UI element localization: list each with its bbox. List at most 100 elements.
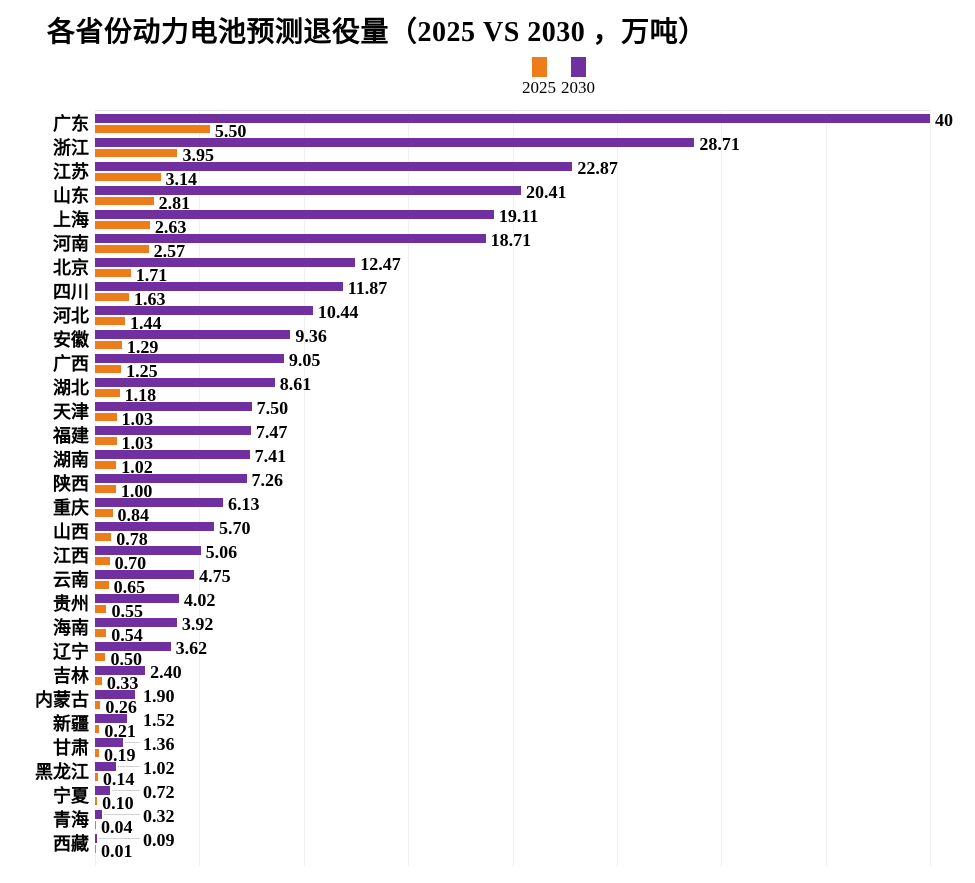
value-label-2030: 10.44 xyxy=(317,302,359,322)
chart-row: 广西 9.05 1.25 xyxy=(0,350,975,380)
bar-2030 xyxy=(95,162,573,171)
value-label-2025: 0.50 xyxy=(110,649,142,669)
chart-row: 福建 7.47 1.03 xyxy=(0,423,975,452)
value-label-2025: 1.71 xyxy=(135,265,168,285)
value-label-2030: 4.75 xyxy=(199,566,231,586)
value-label-2025: 1.00 xyxy=(120,481,153,501)
bar-2025 xyxy=(95,341,122,349)
label-leader-line xyxy=(125,742,140,743)
value-label-2030: 40 xyxy=(935,110,953,130)
gridline xyxy=(721,110,723,866)
value-label-2025: 1.02 xyxy=(121,457,153,477)
province-label: 四川 xyxy=(53,282,89,302)
bar-2030 xyxy=(95,402,252,411)
value-label-2025: 1.29 xyxy=(126,337,159,357)
bar-2025 xyxy=(95,629,107,637)
bar-2030 xyxy=(95,666,146,675)
province-label: 湖南 xyxy=(53,450,89,470)
province-label: 河南 xyxy=(53,234,89,254)
value-label-2030: 8.61 xyxy=(279,374,312,394)
bar-2030 xyxy=(95,234,486,243)
value-label-2030: 28.71 xyxy=(699,134,740,154)
value-label-2025: 3.14 xyxy=(165,169,198,189)
legend-label-2025: 2025 xyxy=(522,78,556,97)
value-label-2025: 1.44 xyxy=(130,313,162,333)
bar-2025 xyxy=(95,221,150,229)
province-label: 新疆 xyxy=(53,714,89,734)
bar-2030 xyxy=(95,282,343,291)
bar-2030 xyxy=(95,570,195,579)
province-label: 福建 xyxy=(53,426,89,446)
value-label-2030: 0.72 xyxy=(143,782,175,802)
legend-item-2030: 2030 xyxy=(561,57,595,97)
value-label-2030: 7.41 xyxy=(254,446,287,466)
chart-row: 广东 40 5.50 xyxy=(0,110,975,140)
bar-2025 xyxy=(95,413,117,421)
value-label-2030: 0.09 xyxy=(143,830,175,850)
chart-row: 辽宁 3.62 0.50 xyxy=(0,638,975,668)
bar-2030 xyxy=(95,762,117,771)
label-leader-line xyxy=(103,814,140,815)
value-label-2025: 1.03 xyxy=(121,409,154,429)
value-label-2030: 9.05 xyxy=(288,350,321,370)
bar-2030 xyxy=(95,738,124,747)
province-label: 安徽 xyxy=(53,330,89,350)
bar-2025 xyxy=(95,581,109,589)
value-label-2030: 5.06 xyxy=(205,542,238,562)
province-label: 吉林 xyxy=(53,666,89,686)
value-label-2025: 1.03 xyxy=(121,433,154,453)
legend-label-2030: 2030 xyxy=(561,78,595,97)
legend: 2025 2030 xyxy=(522,57,595,97)
value-label-2025: 0.04 xyxy=(101,817,133,837)
value-label-2025: 0.84 xyxy=(117,505,150,525)
value-label-2030: 3.62 xyxy=(175,638,208,658)
chart-row: 浙江 28.71 3.95 xyxy=(0,134,975,164)
province-label: 西藏 xyxy=(53,834,89,854)
chart-row: 山东 20.41 2.81 xyxy=(0,182,975,212)
bar-2030 xyxy=(95,690,135,699)
bar-2025 xyxy=(95,149,178,157)
bar-2030 xyxy=(95,114,930,123)
bar-2030 xyxy=(95,138,695,147)
bar-2025 xyxy=(95,725,100,733)
province-label: 河北 xyxy=(53,306,89,326)
province-label: 北京 xyxy=(53,258,89,278)
value-label-2025: 0.21 xyxy=(104,721,136,741)
value-label-2025: 0.78 xyxy=(116,529,148,549)
gridline xyxy=(303,110,305,866)
value-label-2030: 19.11 xyxy=(498,206,539,226)
province-label: 山西 xyxy=(53,522,89,542)
province-label: 上海 xyxy=(53,210,89,230)
bar-2030 xyxy=(95,450,250,459)
bar-2030 xyxy=(95,306,313,315)
chart-row: 陕西 7.26 1.00 xyxy=(0,471,975,500)
province-label: 江西 xyxy=(53,546,89,566)
bar-2025 xyxy=(95,677,102,685)
chart-row: 上海 19.11 2.63 xyxy=(0,206,975,236)
value-label-2030: 20.41 xyxy=(526,182,567,202)
chart-row: 西藏 0.09 0.01 xyxy=(0,830,975,860)
value-label-2030: 11.87 xyxy=(347,278,388,298)
value-label-2030: 1.52 xyxy=(143,710,175,730)
chart-row: 宁夏 0.72 0.10 xyxy=(0,782,975,812)
bar-2025 xyxy=(95,557,110,565)
province-label: 贵州 xyxy=(53,594,89,614)
value-label-2030: 5.70 xyxy=(218,518,251,538)
bar-2030 xyxy=(95,834,97,843)
chart-row: 贵州 4.02 0.55 xyxy=(0,591,975,620)
chart-row: 海南 3.92 0.54 xyxy=(0,615,975,644)
bar-2030 xyxy=(95,522,214,531)
value-label-2025: 0.26 xyxy=(105,697,137,717)
chart-row: 山西 5.70 0.78 xyxy=(0,518,975,548)
chart-row: 河北 10.44 1.44 xyxy=(0,302,975,332)
gridline xyxy=(199,110,201,866)
province-label: 海南 xyxy=(53,618,89,638)
province-label: 陕西 xyxy=(53,474,89,494)
bar-2025 xyxy=(95,245,149,253)
value-label-2025: 3.95 xyxy=(182,145,214,165)
bar-2030 xyxy=(95,594,179,603)
value-label-2025: 0.19 xyxy=(103,745,136,765)
value-label-2025: 0.54 xyxy=(111,625,143,645)
bar-2030 xyxy=(95,210,494,219)
value-label-2030: 7.50 xyxy=(256,398,289,418)
